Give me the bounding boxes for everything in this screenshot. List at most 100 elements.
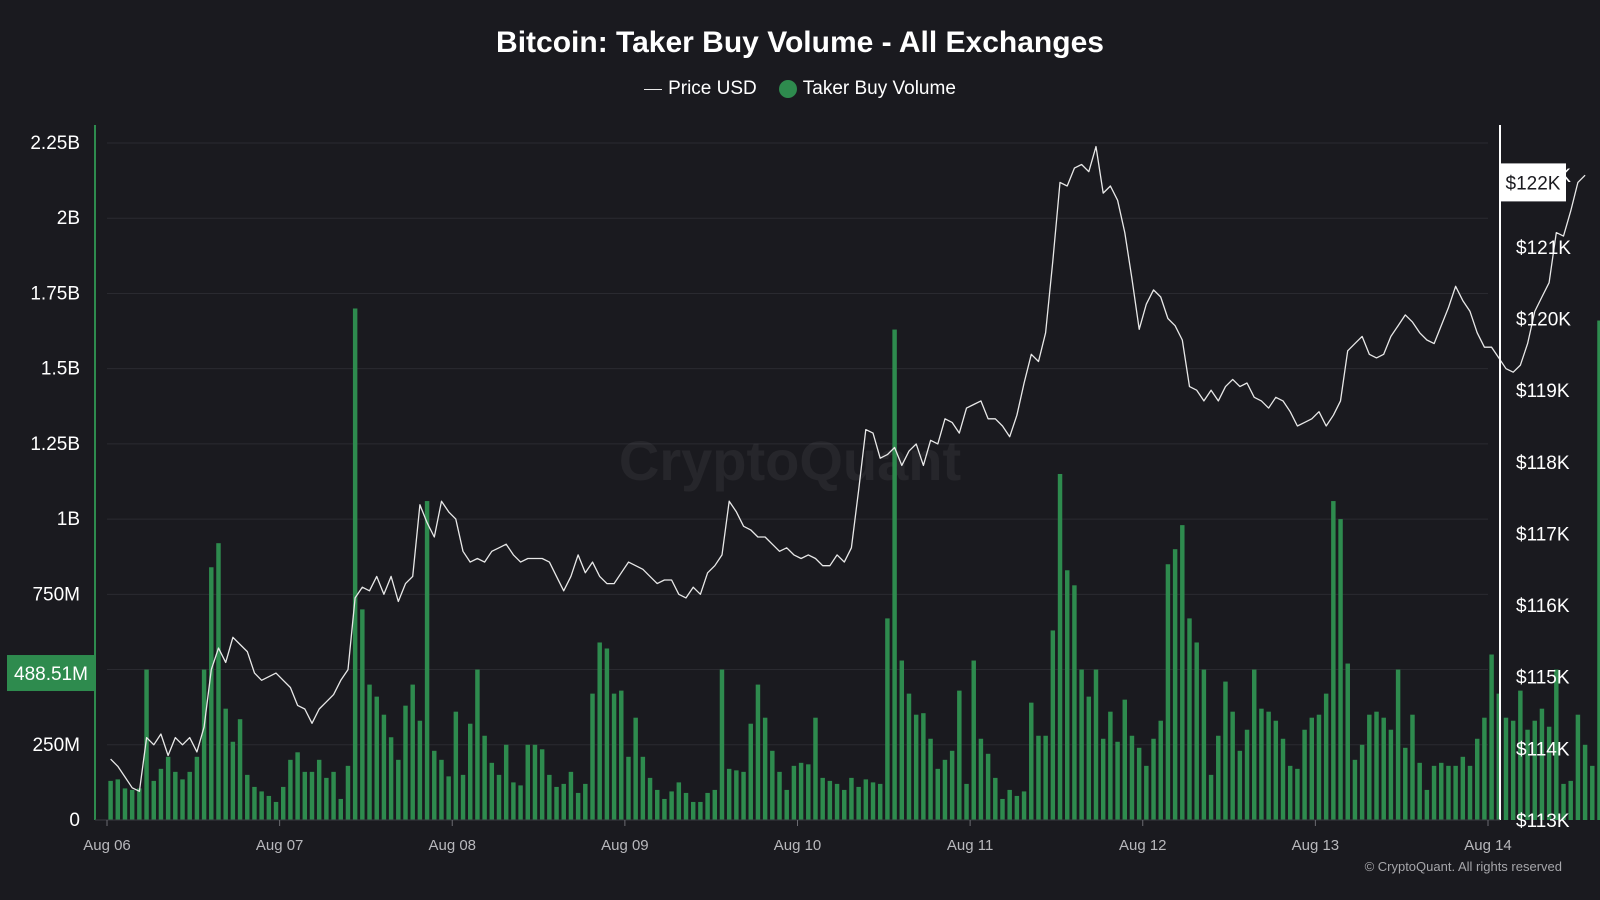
volume-bar <box>1122 699 1127 820</box>
volume-bar <box>1554 669 1559 820</box>
volume-bar <box>1331 501 1336 820</box>
x-tick-label: Aug 12 <box>1119 837 1167 854</box>
volume-bar <box>194 756 200 820</box>
volume-bar <box>158 768 164 820</box>
volume-bar <box>144 669 149 820</box>
right-tick-label: $121K <box>1516 238 1571 259</box>
volume-bar <box>1086 696 1092 820</box>
volume-bar <box>1539 708 1545 820</box>
volume-bar <box>1503 717 1509 820</box>
volume-bar <box>1417 762 1422 820</box>
volume-bar <box>1410 714 1415 820</box>
right-tick-label: $113K <box>1516 811 1570 832</box>
volume-bar <box>1165 564 1171 820</box>
volume-bar <box>942 759 948 820</box>
volume-bar <box>1057 473 1063 820</box>
volume-bar <box>1302 729 1307 820</box>
volume-bar <box>1561 783 1566 820</box>
volume-bar <box>1158 720 1163 820</box>
volume-bar <box>475 669 480 820</box>
volume-bar <box>424 501 430 820</box>
volume-bar <box>1280 738 1286 820</box>
volume-bar <box>1496 693 1502 820</box>
legend: Price USD Taker Buy Volume <box>0 78 1600 100</box>
volume-bar <box>453 711 459 820</box>
volume-bar <box>806 764 811 820</box>
volume-bar <box>1259 708 1264 820</box>
volume-bar <box>1460 756 1466 820</box>
left-tick-label: 0 <box>69 810 80 831</box>
volume-bar <box>1064 570 1070 820</box>
legend-item-price[interactable]: Price USD <box>644 78 757 100</box>
right-tick-label: $117K <box>1516 524 1570 545</box>
volume-bar <box>432 750 437 820</box>
right-tick-label: $119K <box>1516 381 1570 402</box>
volume-bar <box>834 783 840 820</box>
volume-bar <box>1424 789 1430 820</box>
volume-bar <box>1374 711 1379 820</box>
left-tick-label: 250M <box>32 735 80 756</box>
volume-bar <box>1431 765 1437 820</box>
right-tick-label: $115K <box>1516 668 1570 689</box>
volume-bar <box>482 735 487 820</box>
volume-bar <box>403 705 408 820</box>
volume-bar <box>360 609 365 820</box>
volume-bar <box>993 777 998 820</box>
volume-bar <box>1208 774 1214 820</box>
volume-bar <box>115 779 121 820</box>
volume-bar <box>791 765 797 820</box>
volume-bar <box>173 771 178 820</box>
volume-bar <box>374 696 379 820</box>
volume-bar <box>1187 618 1192 820</box>
current-volume-badge <box>7 655 95 692</box>
volume-bar <box>230 741 236 820</box>
volume-bar <box>633 717 638 820</box>
volume-bar <box>1100 738 1106 820</box>
legend-price-label: Price USD <box>668 78 757 99</box>
volume-bar <box>611 693 617 820</box>
volume-bar <box>201 669 207 820</box>
volume-bar <box>280 786 286 820</box>
volume-bar <box>1115 741 1120 820</box>
right-tick-label: $118K <box>1516 453 1570 474</box>
volume-bar <box>1000 798 1005 820</box>
volume-bar <box>928 738 933 820</box>
volume-bar <box>1151 738 1156 820</box>
volume-bar <box>798 762 804 820</box>
right-tick-label: $114K <box>1516 739 1570 760</box>
volume-bar <box>1007 789 1012 820</box>
volume-bar <box>266 795 272 820</box>
volume-bar <box>1323 693 1329 820</box>
volume-bar <box>1489 654 1494 820</box>
volume-bar <box>1597 320 1600 820</box>
volume-bar <box>1295 768 1300 820</box>
volume-bar <box>223 708 228 820</box>
volume-bar <box>259 791 264 820</box>
volume-bar <box>957 690 962 820</box>
volume-bar <box>1510 720 1516 820</box>
x-tick-label: Aug 10 <box>774 837 822 854</box>
volume-bar <box>856 786 861 820</box>
volume-bar <box>417 720 423 820</box>
volume-bar <box>1453 765 1458 820</box>
volume-bar <box>1223 681 1228 820</box>
volume-bar <box>338 798 343 820</box>
volume-bar <box>1136 747 1142 820</box>
volume-bar <box>1467 765 1473 820</box>
volume-bar <box>539 749 545 820</box>
volume-bar <box>849 777 854 820</box>
volume-bar <box>964 783 969 820</box>
volume-bar <box>619 690 624 820</box>
volume-bar <box>669 791 674 820</box>
volume-bar <box>309 771 315 820</box>
volume-bar <box>755 684 761 820</box>
grid-lines <box>107 142 1488 821</box>
volume-dot-swatch <box>778 80 797 98</box>
volume-bar <box>245 774 250 820</box>
price-line-swatch <box>644 88 663 90</box>
legend-item-volume[interactable]: Taker Buy Volume <box>778 78 956 100</box>
current-volume-label: 488.51M <box>14 664 88 685</box>
x-tick-label: Aug 13 <box>1292 837 1340 854</box>
right-tick-label: $116K <box>1516 596 1570 617</box>
